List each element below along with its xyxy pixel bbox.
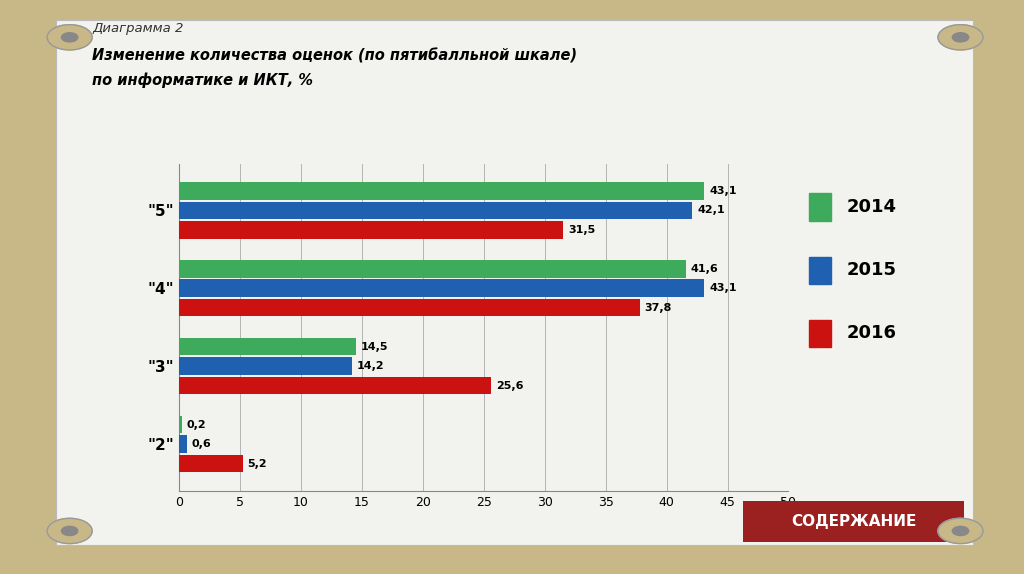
- Text: Изменение количества оценок (по пятибалльной шкале): Изменение количества оценок (по пятибалл…: [92, 48, 578, 63]
- Text: 2015: 2015: [847, 261, 897, 280]
- Text: 37,8: 37,8: [645, 302, 672, 313]
- Text: 0,2: 0,2: [186, 420, 206, 429]
- Text: 43,1: 43,1: [710, 186, 737, 196]
- Bar: [179, 280, 705, 297]
- Text: 5,2: 5,2: [248, 459, 267, 468]
- Bar: [179, 299, 640, 316]
- Text: СОДЕРЖАНИЕ: СОДЕРЖАНИЕ: [791, 514, 916, 529]
- Text: Диаграмма 2: Диаграмма 2: [92, 22, 183, 34]
- Text: 2016: 2016: [847, 324, 897, 343]
- Text: 2014: 2014: [847, 198, 897, 216]
- Bar: [179, 338, 356, 355]
- Bar: [179, 221, 563, 239]
- Bar: [179, 435, 186, 453]
- Bar: [179, 377, 492, 394]
- Bar: [179, 260, 686, 277]
- Text: 31,5: 31,5: [568, 225, 595, 235]
- Text: по информатике и ИКТ, %: по информатике и ИКТ, %: [92, 72, 313, 88]
- Bar: [179, 201, 692, 219]
- Text: 0,6: 0,6: [191, 439, 211, 449]
- Text: 43,1: 43,1: [710, 283, 737, 293]
- Bar: [179, 455, 243, 472]
- Bar: [179, 416, 181, 433]
- Text: 25,6: 25,6: [496, 381, 523, 390]
- Text: 42,1: 42,1: [697, 205, 725, 215]
- Bar: [179, 182, 705, 200]
- Text: 14,2: 14,2: [357, 361, 385, 371]
- Text: %: %: [807, 518, 819, 531]
- Text: 41,6: 41,6: [691, 264, 719, 274]
- Bar: [179, 358, 352, 375]
- Text: 14,5: 14,5: [360, 342, 388, 352]
